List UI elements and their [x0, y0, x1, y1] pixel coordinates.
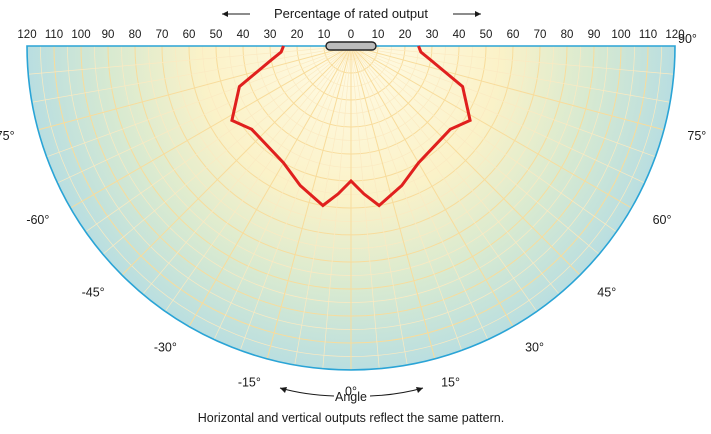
radial-tick-label: 100: [71, 29, 90, 41]
radial-tick-label: 80: [129, 29, 142, 41]
radial-tick-label: 80: [561, 29, 574, 41]
grid-spoke: [142, 46, 352, 295]
right-arrow-head: [475, 11, 481, 17]
grid-spoke: [57, 46, 352, 184]
angle-right-arrow-icon: [369, 387, 424, 397]
grid-spoke: [350, 46, 617, 233]
grid-spoke: [121, 46, 352, 276]
radial-tick-label: 30: [426, 29, 439, 41]
grid-spoke: [239, 46, 352, 351]
grid-spoke: [350, 46, 656, 158]
radial-tick-label: 70: [534, 29, 547, 41]
radial-tick-label: 60: [183, 29, 196, 41]
grid-spoke: [350, 46, 645, 184]
grid-spoke: [350, 46, 671, 103]
radial-tick-label: 50: [480, 29, 493, 41]
radial-tick-label: 50: [210, 29, 223, 41]
angle-left-arrow-icon: [279, 387, 335, 397]
grid-spoke: [322, 46, 352, 369]
grid-spoke: [350, 46, 436, 360]
angle-tick-label: 15°: [441, 375, 460, 389]
angle-tick-label: 30°: [525, 341, 544, 355]
angle-right-arrow-head: [416, 387, 423, 393]
grid-spoke: [164, 46, 352, 312]
grid-spoke: [350, 46, 560, 295]
grid-spoke: [46, 46, 352, 158]
data-layer: [230, 45, 472, 208]
radial-tick-label: 100: [611, 29, 630, 41]
radial-tick-label: 90: [588, 29, 601, 41]
grid-spoke: [85, 46, 352, 233]
angle-tick-label: -75°: [0, 129, 15, 143]
radial-tick-label: 70: [156, 29, 169, 41]
grid-spoke: [188, 46, 352, 327]
grid-spoke: [350, 46, 463, 351]
grid-spoke: [37, 46, 352, 131]
fixture-icon: [325, 41, 377, 51]
angle-tick-label: -15°: [238, 375, 261, 389]
grid-spoke: [350, 46, 489, 340]
radial-tick-label: 40: [237, 29, 250, 41]
grid-spoke: [350, 46, 380, 369]
angle-left-arrow-head: [280, 387, 287, 393]
angle-tick-label: 0°: [345, 384, 357, 398]
left-arrow-head: [222, 11, 228, 17]
grid-spoke: [350, 46, 600, 255]
angle-axis-label-group: Angle: [279, 387, 424, 404]
radial-tick-label: 20: [291, 29, 304, 41]
grid-spoke: [350, 46, 665, 131]
radial-tick-label: 90: [102, 29, 115, 41]
grid-spoke: [213, 46, 352, 340]
output-curve: [230, 45, 472, 208]
angle-tick-label: -30°: [154, 341, 177, 355]
grid-spoke: [31, 46, 352, 103]
radial-tick-label: 110: [45, 29, 63, 41]
angle-tick-label: 45°: [597, 285, 616, 299]
grid-spoke: [28, 46, 352, 75]
radial-tick-label: 30: [264, 29, 277, 41]
angle-tick-label: 75°: [687, 129, 706, 143]
radial-tick-label: 120: [17, 29, 36, 41]
grid-spoke: [350, 46, 538, 312]
grid-spoke: [102, 46, 352, 255]
angle-tick-label: 60°: [653, 213, 672, 227]
plot-boundary: [26, 45, 676, 371]
angle-tick-label: -60°: [26, 213, 49, 227]
radial-tick-label: 40: [453, 29, 466, 41]
radial-tick-label: 10: [318, 29, 331, 41]
chart-caption: Horizontal and vertical outputs reflect …: [198, 411, 504, 425]
radial-tick-label: 60: [507, 29, 520, 41]
radial-tick-labels: 120 110 100 90 80 70 60 50 40 30 20 10 0 10 20 30 40 50 60…: [17, 29, 684, 41]
angle-axis-label: Angle: [335, 390, 367, 404]
chart-title: Percentage of rated output: [274, 6, 428, 21]
radial-tick-label: 120: [665, 29, 684, 41]
radial-tick-label: 0: [348, 29, 354, 41]
grid-spoke: [266, 46, 352, 360]
radial-tick-label: 10: [372, 29, 385, 41]
grid-spoke: [350, 46, 632, 209]
grid-spoke: [350, 46, 514, 327]
angle-labels: -75° -60° -45° -30° -15° 0° 15° 30° 45° 60° 75° 90°: [0, 32, 706, 398]
angle-tick-label: -45°: [82, 285, 105, 299]
top-title-group: Percentage of rated output: [222, 6, 481, 21]
grid-spoke: [350, 46, 674, 75]
angle-tick-label: 90°: [678, 32, 697, 46]
grid-spoke: [350, 46, 581, 276]
radial-tick-label: 110: [639, 29, 657, 41]
radial-tick-label: 20: [399, 29, 412, 41]
grid-spoke: [70, 46, 352, 209]
